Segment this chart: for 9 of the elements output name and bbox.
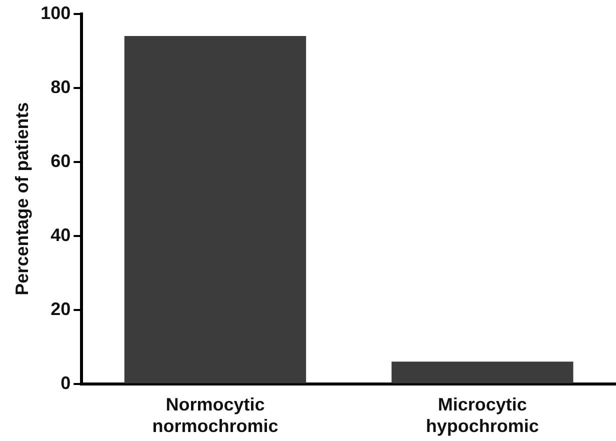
y-tick-label: 40 — [50, 224, 71, 245]
y-tick-label: 100 — [40, 2, 71, 23]
y-tick-label: 0 — [60, 372, 71, 393]
y-tick-label: 20 — [50, 298, 71, 319]
y-axis-title: Percentage of patients — [12, 102, 32, 296]
x-tick-label: Microcytic hypochromic — [426, 394, 539, 436]
x-tick-label: Normocytic normochromic — [152, 394, 278, 436]
y-tick-label: 60 — [50, 150, 71, 171]
y-tick-label: 80 — [50, 76, 71, 97]
